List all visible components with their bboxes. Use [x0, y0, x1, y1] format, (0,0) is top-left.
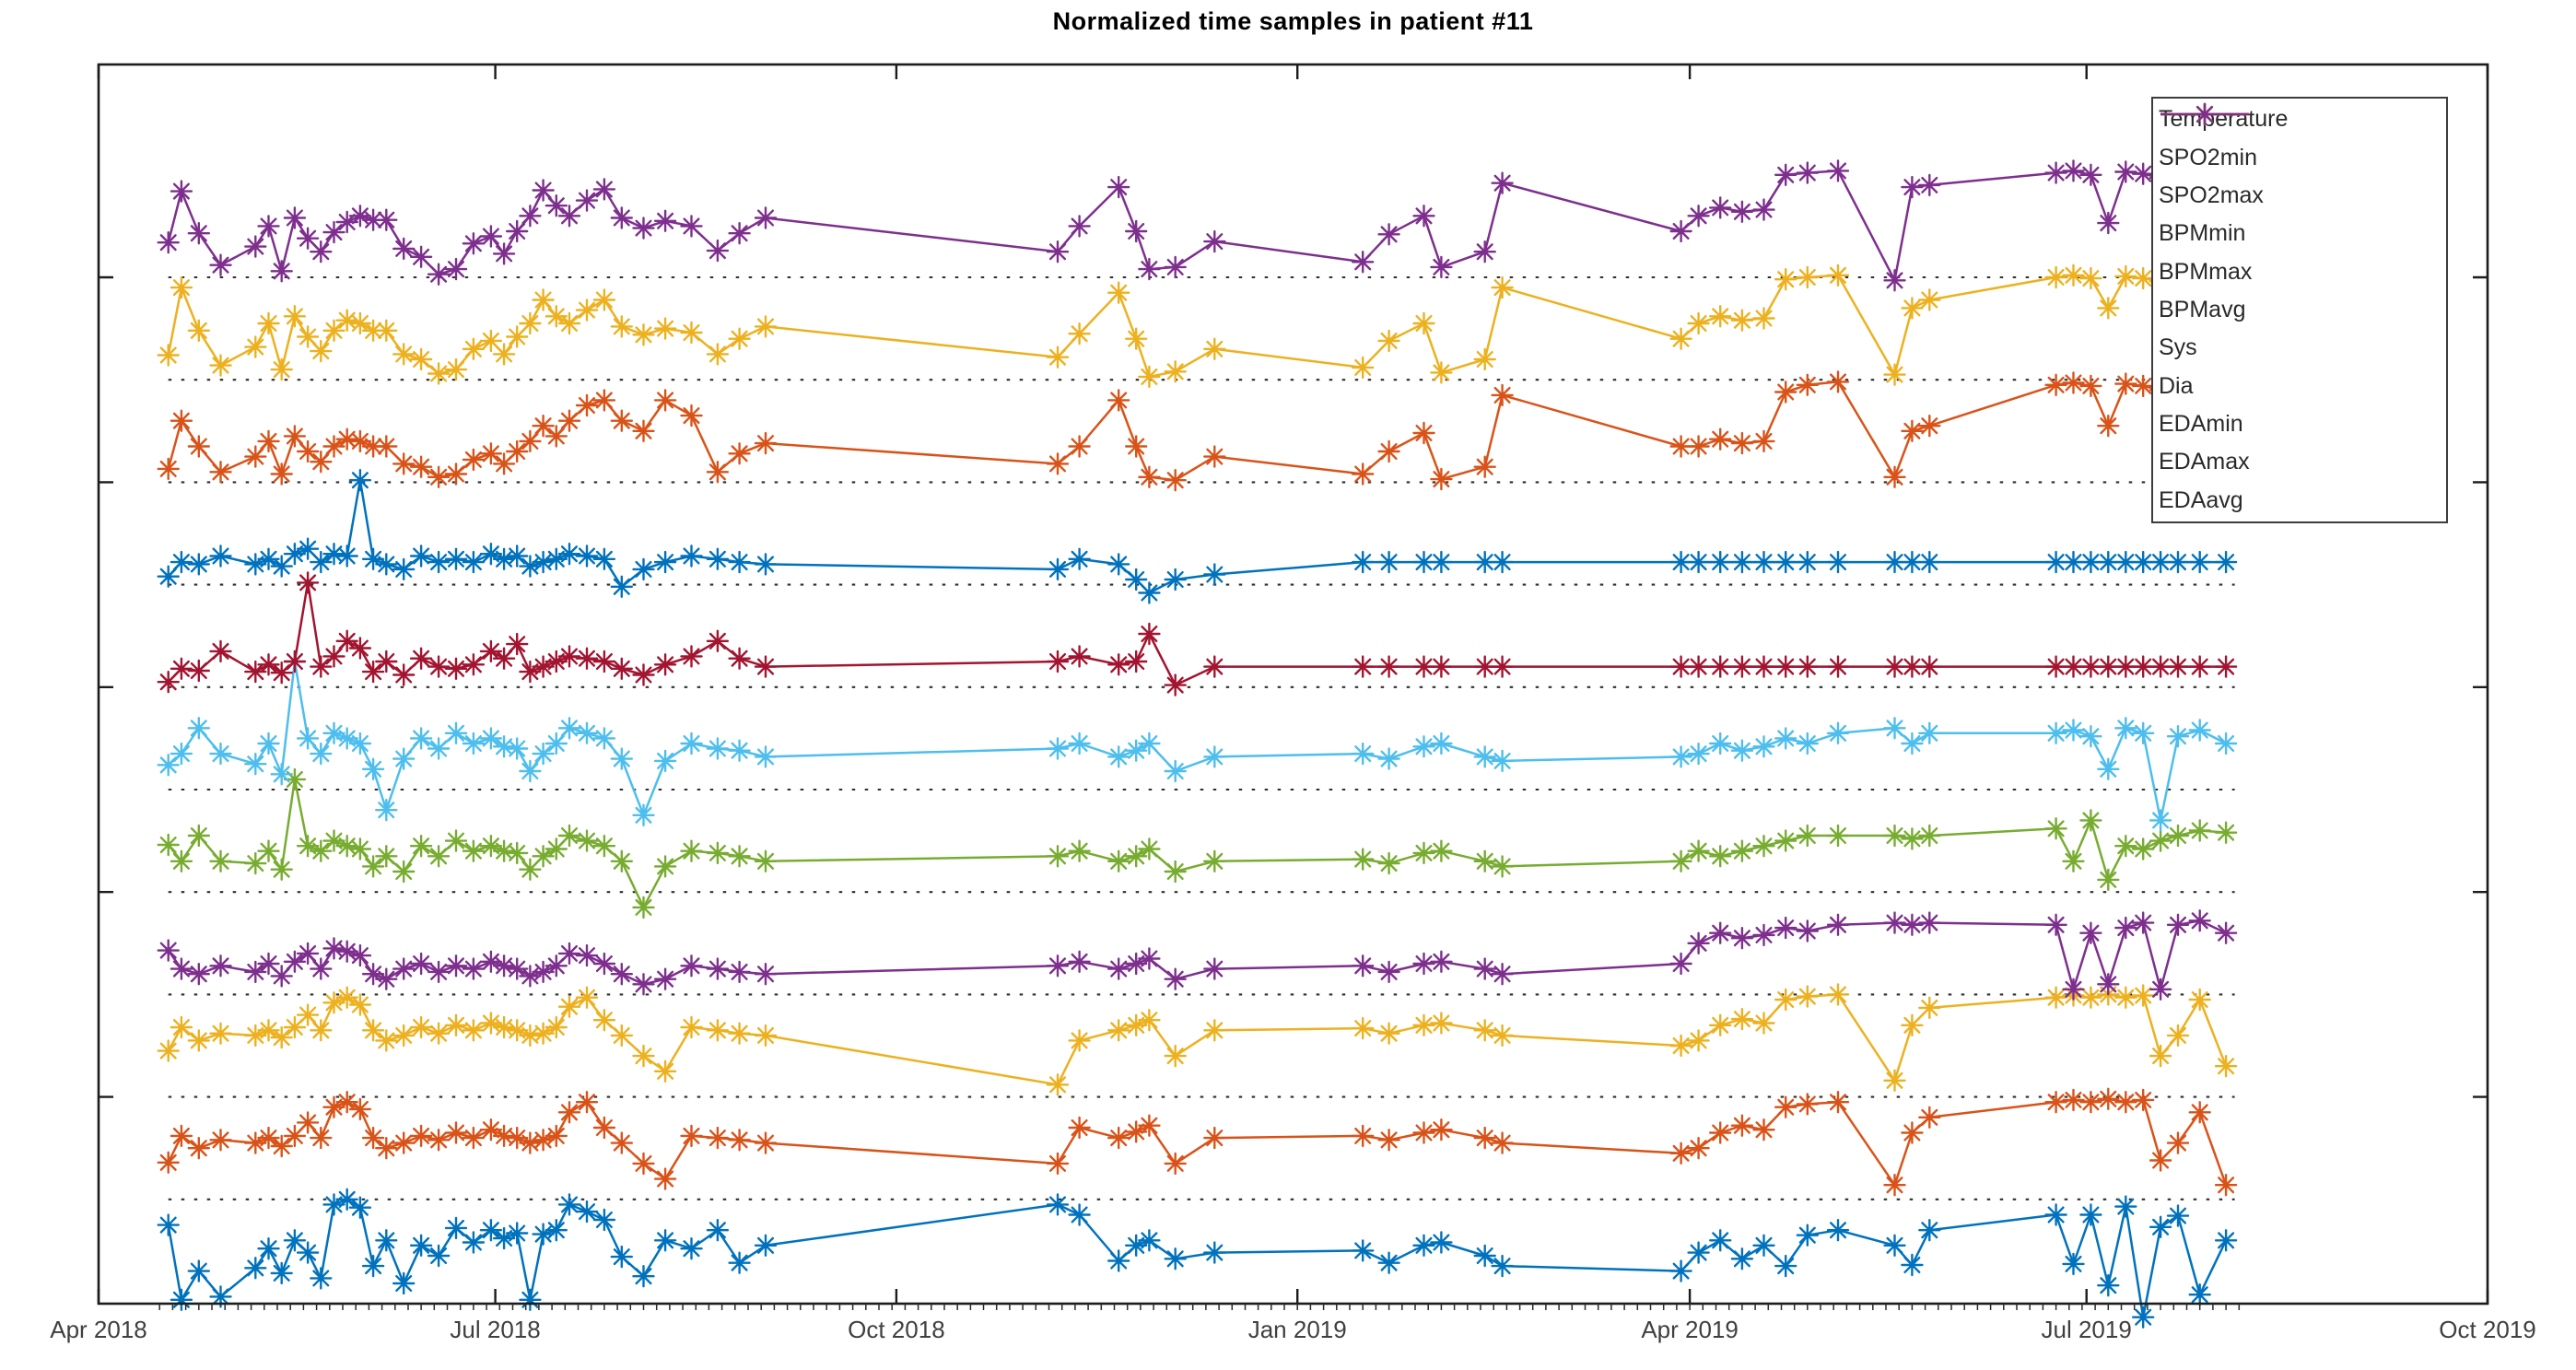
- legend-item-Temperature[interactable]: Temperature: [2153, 102, 2446, 137]
- axis-ticks: [97, 64, 2489, 1304]
- series-Dia-markers: [157, 469, 2238, 604]
- series-EDAavg[interactable]: [157, 159, 2238, 292]
- series-BPMmin[interactable]: [157, 909, 2238, 1001]
- legend-item-BPMavg[interactable]: BPMavg: [2153, 102, 2446, 327]
- series-Temperature-markers: [157, 1188, 2238, 1329]
- x-tick-label-oct-2019: Oct 2019: [2439, 1316, 2536, 1343]
- legend-label-BPMmax: BPMmax: [2159, 258, 2253, 285]
- series-BPMavg[interactable]: [157, 650, 2238, 832]
- series-Sys[interactable]: [157, 571, 2238, 697]
- legend: Temperature SPO2min SPO2max BPMmin BPMmax BPM…: [2151, 97, 2448, 523]
- legend-sample-EDAavg: [2160, 102, 2249, 126]
- legend-item-EDAmax[interactable]: EDAmax: [2153, 102, 2446, 480]
- legend-label-BPMmin: BPMmin: [2159, 220, 2246, 247]
- legend-label-Sys: Sys: [2159, 334, 2197, 361]
- series-Sys-markers: [157, 571, 2238, 697]
- legend-item-Dia[interactable]: Dia: [2153, 102, 2446, 404]
- series-BPMavg-markers: [157, 650, 2238, 832]
- legend-label-Dia: Dia: [2159, 372, 2194, 399]
- x-tick-label-jul-2019: Jul 2019: [2041, 1316, 2132, 1343]
- legend-item-SPO2min[interactable]: SPO2min: [2153, 102, 2446, 175]
- legend-item-Sys[interactable]: Sys: [2153, 102, 2446, 366]
- x-tick-label-jan-2019: Jan 2019: [1247, 1316, 1347, 1343]
- legend-item-SPO2max[interactable]: SPO2max: [2153, 102, 2446, 213]
- legend-item-EDAavg[interactable]: EDAavg: [2153, 102, 2446, 518]
- x-tick-label-jul-2018: Jul 2018: [450, 1316, 541, 1343]
- series-EDAavg-markers: [157, 159, 2238, 292]
- series-EDAmin-markers: [157, 370, 2238, 492]
- x-tick-label-apr-2018: Apr 2018: [50, 1316, 147, 1343]
- series-SPO2min[interactable]: [157, 1087, 2238, 1197]
- series-SPO2max[interactable]: [157, 983, 2238, 1096]
- legend-label-SPO2max: SPO2max: [2159, 181, 2264, 208]
- series-BPMmin-markers: [157, 909, 2238, 1001]
- legend-item-BPMmax[interactable]: BPMmax: [2153, 102, 2446, 289]
- legend-item-EDAmin[interactable]: EDAmin: [2153, 102, 2446, 442]
- series-EDAmax-markers: [157, 263, 2238, 389]
- series-EDAmin[interactable]: [157, 370, 2238, 492]
- legend-label-Temperature: Temperature: [2159, 106, 2289, 133]
- series-EDAmax[interactable]: [157, 263, 2238, 389]
- chart-title: Normalized time samples in patient #11: [1052, 7, 1534, 35]
- legend-label-EDAmin: EDAmin: [2159, 411, 2243, 438]
- series-Temperature[interactable]: [157, 1188, 2238, 1329]
- series-SPO2min-markers: [157, 1087, 2238, 1197]
- legend-label-EDAmax: EDAmax: [2159, 449, 2250, 475]
- series-Dia[interactable]: [157, 469, 2238, 604]
- legend-item-BPMmin[interactable]: BPMmin: [2153, 102, 2446, 252]
- legend-label-SPO2min: SPO2min: [2159, 144, 2257, 170]
- axes-frame: [97, 63, 2489, 1306]
- series-SPO2max-markers: [157, 983, 2238, 1096]
- legend-label-EDAavg: EDAavg: [2159, 486, 2243, 513]
- x-tick-label-oct-2018: Oct 2018: [848, 1316, 945, 1343]
- x-minor-ticks: [158, 1304, 2241, 1310]
- x-tick-label-apr-2019: Apr 2019: [1641, 1316, 1739, 1343]
- series-BPMmax-markers: [157, 767, 2238, 919]
- legend-label-BPMavg: BPMavg: [2159, 296, 2246, 322]
- series-BPMmax[interactable]: [157, 767, 2238, 919]
